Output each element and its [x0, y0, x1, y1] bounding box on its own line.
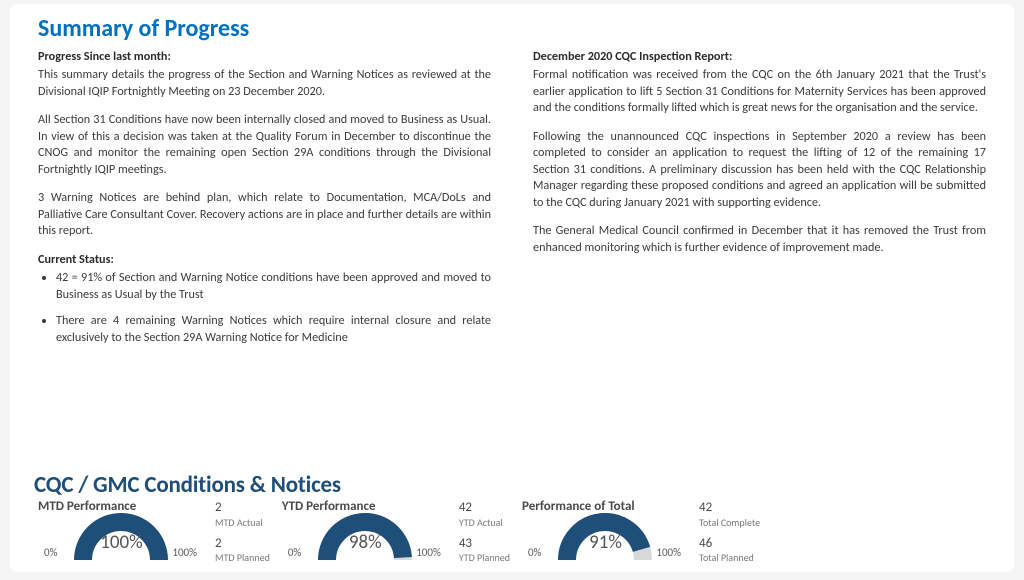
gauge-stats: 2MTD Actual2MTD Planned [215, 501, 270, 572]
stat-value: 2 [215, 537, 270, 551]
stat-label: Total Complete [699, 516, 760, 529]
left-column: Progress Since last month: This summary … [38, 49, 491, 358]
stat-value: 42 [459, 501, 510, 515]
gauge-max: 100% [172, 546, 197, 559]
gauge: YTD Performance98%0%100% [278, 501, 453, 559]
gauge-block: YTD Performance98%0%100%42YTD Actual43YT… [278, 501, 518, 572]
stat-value: 42 [699, 501, 760, 515]
gauge-block: Performance of Total91%0%100%42Total Com… [518, 501, 768, 572]
stat-label: YTD Planned [459, 551, 510, 564]
gauge-min: 0% [44, 546, 57, 559]
left-para-2: All Section 31 Conditions have now been … [38, 112, 491, 178]
gauge: MTD Performance100%0%100% [34, 501, 209, 559]
gauge-min: 0% [288, 546, 301, 559]
stat-label: MTD Actual [215, 516, 270, 529]
left-bullet-1: 42 = 91% of Section and Warning Notice c… [56, 270, 491, 303]
left-para-1: This summary details the progress of the… [38, 67, 491, 100]
gauge: Performance of Total91%0%100% [518, 501, 693, 559]
page: Summary of Progress Progress Since last … [10, 4, 1014, 572]
left-para-3: 3 Warning Notices are behind plan, which… [38, 190, 491, 239]
stat-label: YTD Actual [459, 516, 510, 529]
gauge-label: Performance of Total [522, 499, 635, 514]
stat-value: 2 [215, 501, 270, 515]
stat-label: MTD Planned [215, 551, 270, 564]
gauge-block: MTD Performance100%0%100%2MTD Actual2MTD… [34, 501, 278, 572]
gauge-row: MTD Performance100%0%100%2MTD Actual2MTD… [34, 501, 1014, 572]
stat-value: 46 [699, 537, 760, 551]
left-heading-2: Current Status: [38, 252, 491, 268]
right-para-3: The General Medical Council confirmed in… [533, 223, 986, 256]
page-title: Summary of Progress [38, 14, 986, 43]
gauge-min: 0% [528, 546, 541, 559]
gauge-stats: 42Total Complete 46Total Planned [699, 501, 760, 572]
left-heading-1: Progress Since last month: [38, 49, 491, 65]
right-column: December 2020 CQC Inspection Report: For… [533, 49, 986, 358]
left-bullet-2: There are 4 remaining Warning Notices wh… [56, 313, 491, 346]
right-heading-1: December 2020 CQC Inspection Report: [533, 49, 986, 65]
stat-value: 43 [459, 537, 510, 551]
gauge-label: MTD Performance [38, 499, 136, 514]
gauge-label: YTD Performance [282, 499, 376, 514]
dashboard-title: CQC / GMC Conditions & Notices [34, 471, 1014, 499]
gauge-max: 100% [416, 546, 441, 559]
right-para-2: Following the unannounced CQC inspection… [533, 129, 986, 211]
dashboard-section: CQC / GMC Conditions & Notices MTD Perfo… [10, 471, 1014, 572]
text-columns: Progress Since last month: This summary … [38, 49, 986, 358]
right-para-1: Formal notification was received from th… [533, 67, 986, 116]
left-bullet-list: 42 = 91% of Section and Warning Notice c… [38, 270, 491, 346]
stat-label: Total Planned [699, 551, 760, 564]
gauge-max: 100% [656, 546, 681, 559]
gauge-stats: 42YTD Actual 43YTD Planned [459, 501, 510, 572]
